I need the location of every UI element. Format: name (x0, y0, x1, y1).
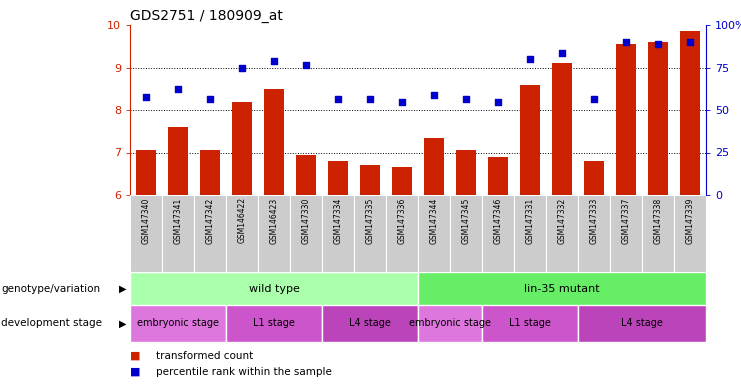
Bar (194, 195, 226, 272)
Text: GSM147332: GSM147332 (557, 197, 567, 243)
Bar (136, 151, 156, 195)
Point (396, 98, 408, 104)
Bar (386, 195, 418, 272)
Bar (610, 195, 642, 272)
Text: GSM147344: GSM147344 (430, 197, 439, 244)
Bar (514, 195, 546, 272)
Bar (680, 31, 700, 195)
Text: ■: ■ (130, 367, 141, 377)
Point (556, 50, 568, 56)
Bar (130, 272, 418, 305)
Point (204, 96, 216, 103)
Text: GSM147345: GSM147345 (462, 197, 471, 244)
Point (172, 86, 184, 92)
Text: transformed count: transformed count (156, 351, 253, 361)
Bar (418, 195, 450, 272)
Bar (162, 195, 194, 272)
Bar (520, 84, 539, 195)
Text: GSM146422: GSM146422 (238, 197, 247, 243)
Bar (425, 137, 444, 195)
Bar (456, 151, 476, 195)
Text: GSM147340: GSM147340 (142, 197, 150, 244)
Point (684, 39, 696, 45)
Bar (130, 195, 162, 272)
Text: GSM147337: GSM147337 (622, 197, 631, 244)
Bar (393, 167, 411, 195)
Point (428, 92, 440, 98)
Bar (168, 127, 187, 195)
Point (460, 96, 472, 103)
Text: GSM147334: GSM147334 (333, 197, 342, 244)
Text: GDS2751 / 180909_at: GDS2751 / 180909_at (130, 8, 283, 23)
Bar (265, 89, 284, 195)
Text: L1 stage: L1 stage (253, 318, 295, 328)
Bar (482, 305, 578, 342)
Text: GSM147331: GSM147331 (525, 197, 534, 243)
Point (140, 94, 152, 100)
Bar (296, 155, 316, 195)
Text: GSM146423: GSM146423 (270, 197, 279, 243)
Bar (488, 157, 508, 195)
Bar (226, 305, 322, 342)
Bar (450, 195, 482, 272)
Bar (226, 195, 258, 272)
Bar (674, 195, 706, 272)
Text: embryonic stage: embryonic stage (137, 318, 219, 328)
Text: ▶: ▶ (119, 318, 126, 328)
Bar (552, 63, 571, 195)
Bar (585, 161, 604, 195)
Bar (322, 305, 418, 342)
Text: percentile rank within the sample: percentile rank within the sample (156, 367, 332, 377)
Point (332, 96, 344, 103)
Text: L4 stage: L4 stage (621, 318, 663, 328)
Point (652, 41, 664, 47)
Point (300, 62, 312, 68)
Bar (258, 195, 290, 272)
Bar (418, 272, 706, 305)
Bar (200, 151, 219, 195)
Point (620, 39, 632, 45)
Bar (482, 195, 514, 272)
Text: GSM147342: GSM147342 (205, 197, 214, 243)
Bar (233, 101, 252, 195)
Point (588, 96, 600, 103)
Bar (130, 305, 226, 342)
Text: genotype/variation: genotype/variation (1, 283, 101, 293)
Text: lin-35 mutant: lin-35 mutant (524, 283, 599, 293)
Text: GSM147333: GSM147333 (590, 197, 599, 244)
Point (236, 65, 248, 71)
Bar (322, 195, 354, 272)
Bar (642, 195, 674, 272)
Bar (648, 42, 668, 195)
Bar (360, 165, 379, 195)
Point (364, 96, 376, 103)
Bar (578, 195, 610, 272)
Bar (328, 161, 348, 195)
Text: ■: ■ (130, 351, 141, 361)
Text: GSM147336: GSM147336 (397, 197, 407, 244)
Text: L4 stage: L4 stage (349, 318, 391, 328)
Text: GSM147335: GSM147335 (365, 197, 374, 244)
Text: GSM147330: GSM147330 (302, 197, 310, 244)
Text: GSM147346: GSM147346 (494, 197, 502, 244)
Text: wild type: wild type (248, 283, 299, 293)
Bar (578, 305, 706, 342)
Bar (290, 195, 322, 272)
Text: development stage: development stage (1, 318, 102, 328)
Bar (418, 305, 482, 342)
Bar (354, 195, 386, 272)
Bar (617, 44, 636, 195)
Text: L1 stage: L1 stage (509, 318, 551, 328)
Text: embryonic stage: embryonic stage (409, 318, 491, 328)
Text: ▶: ▶ (119, 283, 126, 293)
Point (492, 98, 504, 104)
Bar (546, 195, 578, 272)
Text: GSM147341: GSM147341 (173, 197, 182, 243)
Text: GSM147338: GSM147338 (654, 197, 662, 243)
Point (268, 58, 280, 64)
Text: GSM147339: GSM147339 (685, 197, 694, 244)
Point (524, 56, 536, 62)
